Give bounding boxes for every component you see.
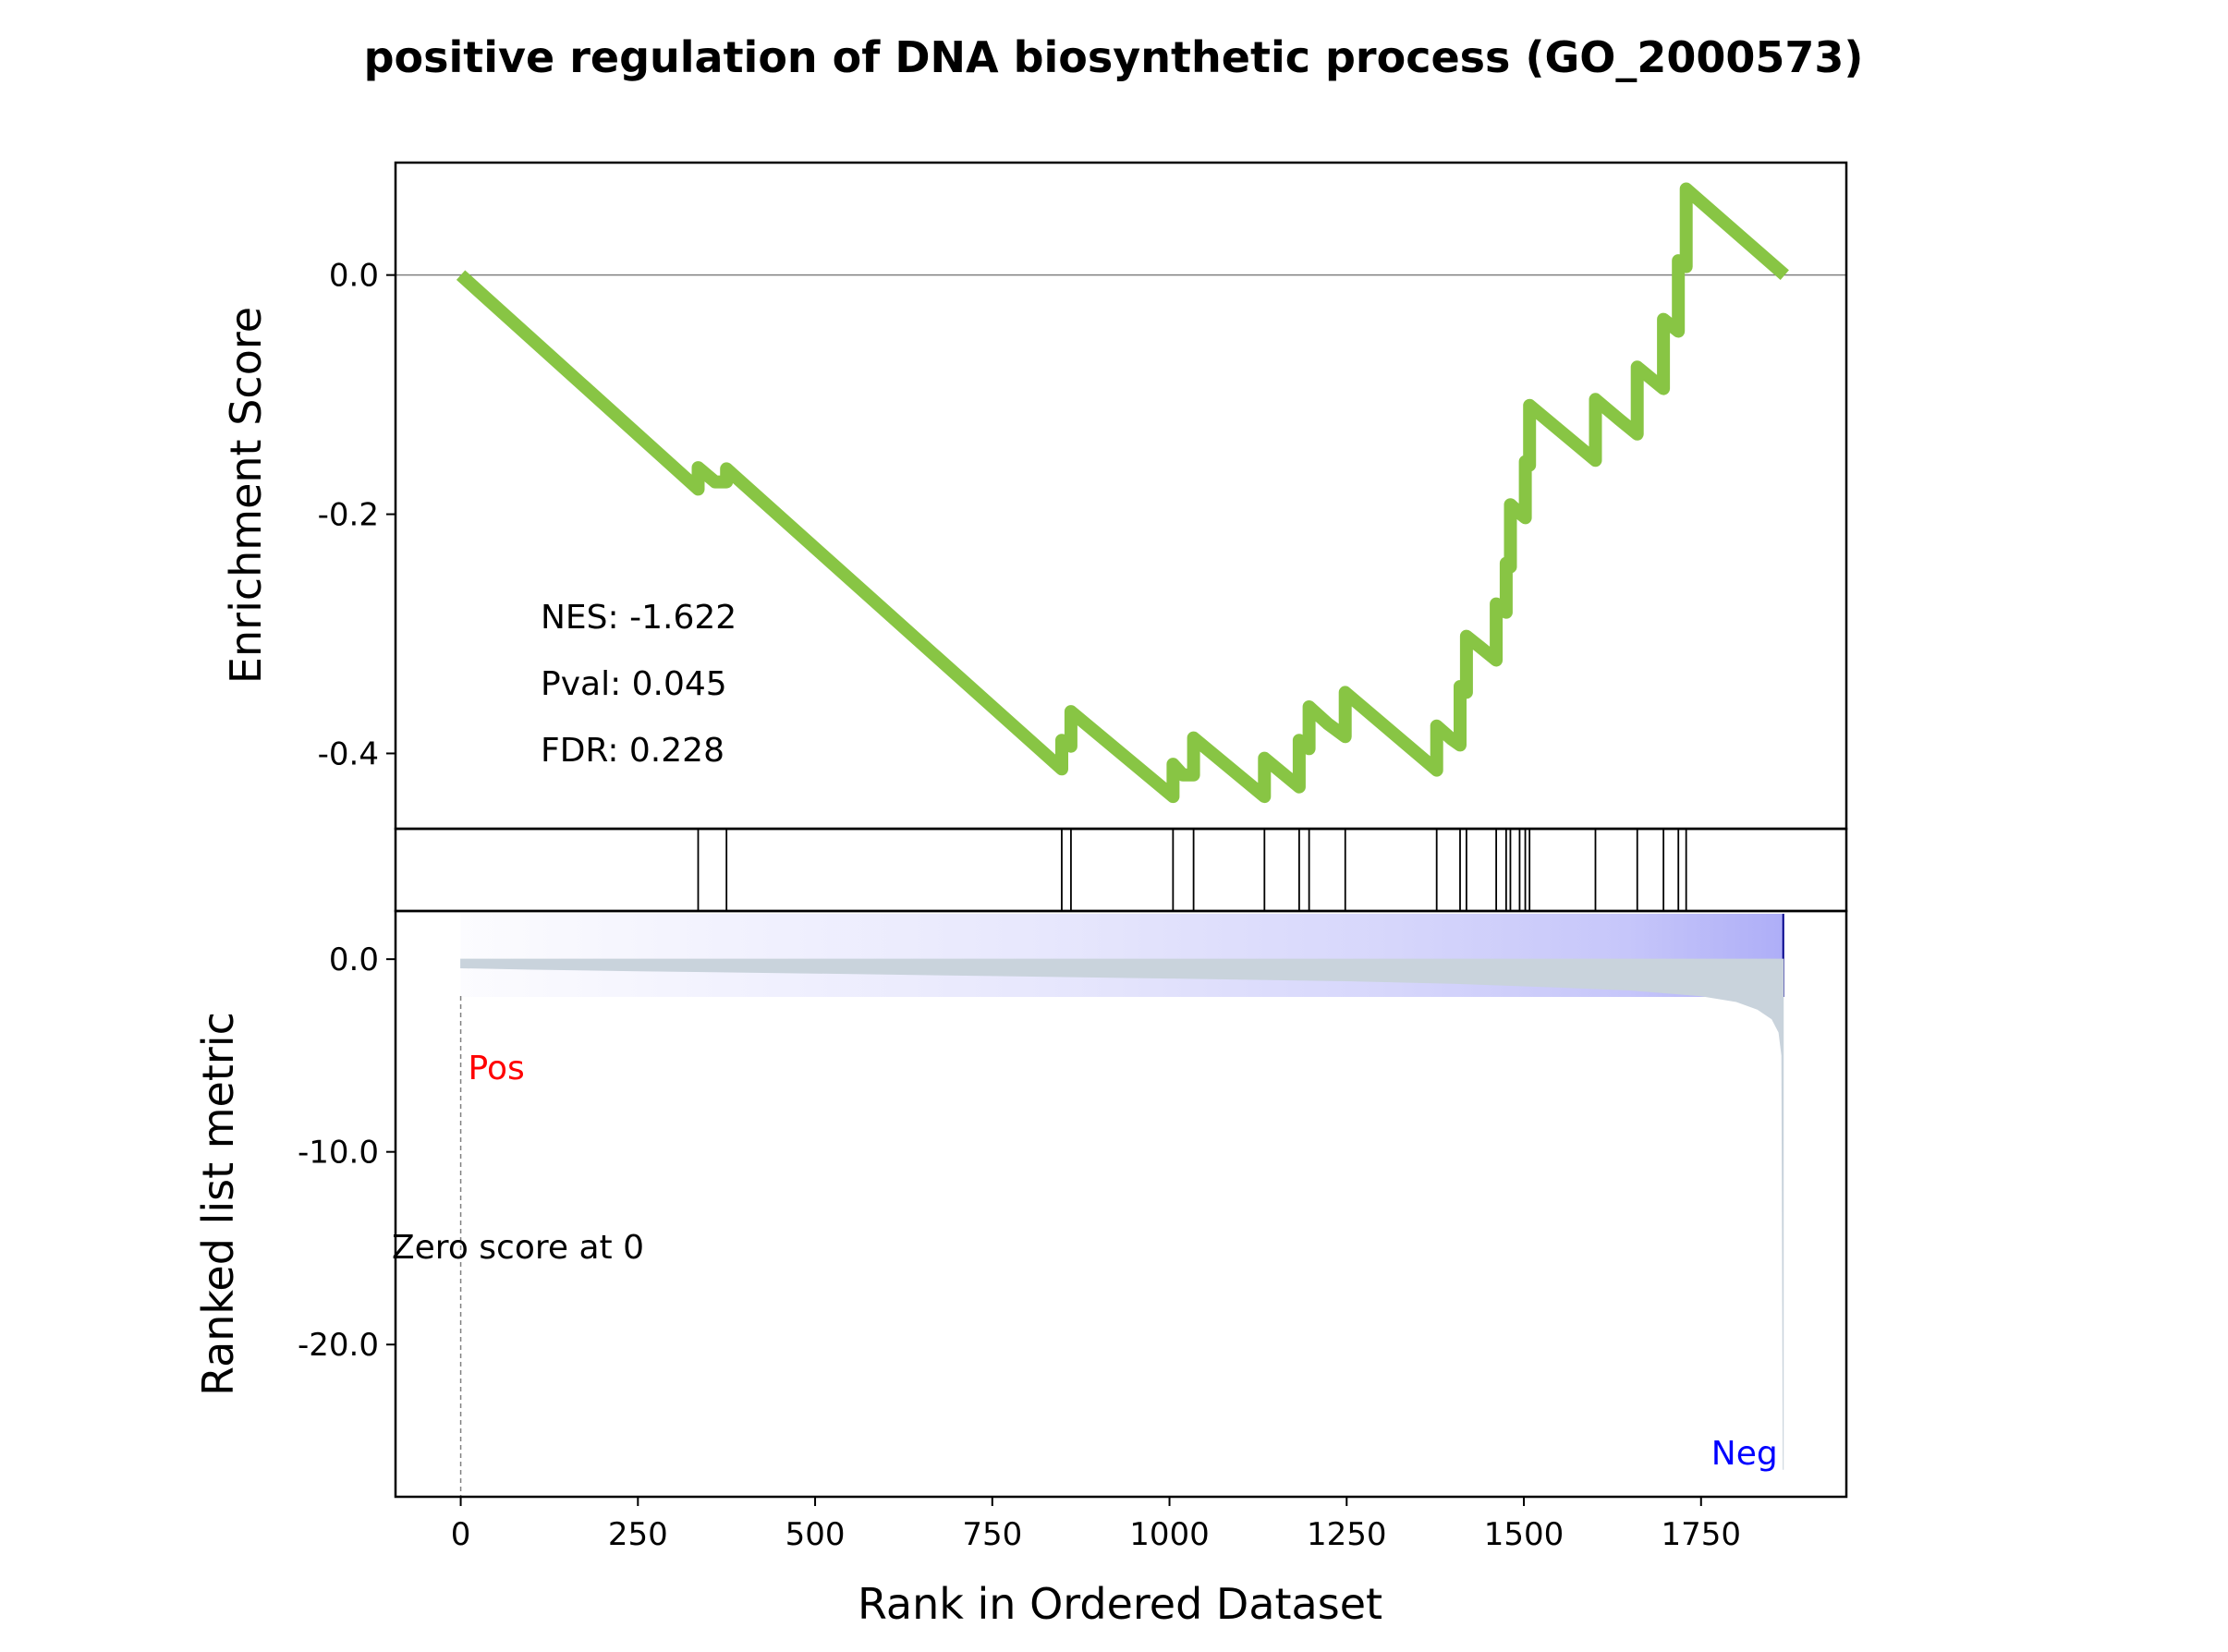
metric-y-ticks: 0.0 -10.0 -20.0: [298, 941, 396, 1364]
x-tick-label: 250: [608, 1516, 668, 1553]
x-tick-label: 500: [785, 1516, 846, 1553]
ranked-metric-panel-frame: [394, 909, 1848, 1499]
metric-ytick-label: -20.0: [298, 1327, 379, 1364]
enrichment-y-ticks: 0.0 -0.2 -0.4: [318, 258, 396, 772]
ranked-metric-panel: 0.0 -10.0 -20.0 Pos Neg Zero score at 0 Ra…: [193, 909, 1848, 1499]
x-tick-label: 1500: [1484, 1516, 1564, 1553]
enrichment-score-line: [456, 182, 1789, 804]
neg-label: Neg: [1711, 1435, 1778, 1473]
pval-annotation: Pval: 0.045: [541, 665, 727, 703]
x-tick-label: 1000: [1129, 1516, 1210, 1553]
x-axis-label: Rank in Ordered Dataset: [858, 1579, 1382, 1629]
chart-title: positive regulation of DNA biosynthetic …: [364, 32, 1864, 82]
x-tick-label: 750: [962, 1516, 1022, 1553]
x-tick-label: 1250: [1307, 1516, 1387, 1553]
x-tick-label: 1750: [1662, 1516, 1742, 1553]
es-ytick-label: -0.4: [318, 735, 379, 772]
es-ytick-label: -0.2: [318, 497, 379, 534]
x-axis-ticks: 0 250 500 750 1000 1250 1500 1750: [451, 1497, 1741, 1553]
enrichment-score-panel: 0.0 -0.2 -0.4 NES: -1.622 Pval: 0.045 FDR:…: [221, 161, 1848, 831]
nes-annotation: NES: -1.622: [541, 599, 737, 637]
zero-score-label: Zero score at 0: [392, 1229, 644, 1267]
metric-y-axis-label: Ranked list metric: [193, 1012, 243, 1396]
pos-label: Pos: [469, 1050, 525, 1087]
enrichment-y-axis-label: Enrichment Score: [221, 307, 271, 684]
es-ytick-label: 0.0: [329, 258, 379, 295]
fdr-annotation: FDR: 0.228: [541, 732, 724, 770]
metric-ytick-label: 0.0: [329, 941, 379, 978]
x-tick-label: 0: [451, 1516, 471, 1553]
hit-markers: [697, 829, 1687, 911]
ranked-metric-area: [460, 958, 1784, 1470]
metric-ytick-label: -10.0: [298, 1135, 379, 1172]
